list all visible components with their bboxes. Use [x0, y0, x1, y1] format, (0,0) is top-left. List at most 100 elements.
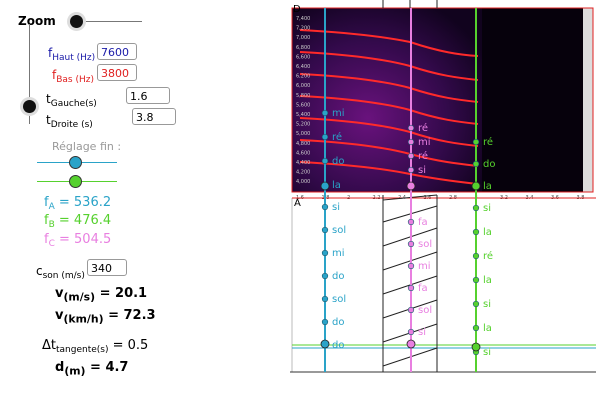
pink-bottom-note-marker: [407, 262, 415, 270]
f-bas-label: fBas (Hz): [52, 68, 94, 85]
fine-slider-1-knob[interactable]: [69, 156, 82, 169]
t-droite-label: tDroite (s): [46, 113, 93, 130]
fa-value: fA = 536.2: [44, 195, 112, 212]
t-gauche-label: tGauche(s): [46, 92, 97, 109]
v-ms-value: v(m/s) = 20.1: [55, 286, 148, 304]
t-gauche-input[interactable]: 1.6: [126, 87, 170, 104]
v-kmh-value: v(km/h) = 72.3: [55, 308, 156, 326]
green-top-note-label: do: [483, 159, 495, 170]
vertical-slider-knob[interactable]: [23, 100, 36, 113]
fb-value: fB = 476.4: [44, 213, 112, 230]
green-bottom-note-marker: [472, 276, 480, 284]
note-markers: [320, 109, 481, 356]
pink-top-note-label: ré: [418, 150, 428, 162]
blue-bottom-note-label: sol: [332, 225, 346, 236]
blue-bottom-note-label: si: [332, 202, 340, 213]
pink-top-note-label: ré: [418, 122, 428, 134]
green-top-note-label: ré: [483, 136, 493, 148]
y-tick-label: 6,000: [296, 83, 310, 89]
green-bottom-note-label: si: [483, 347, 491, 358]
pink-bottom-note-marker: [407, 218, 415, 226]
green-top-note-marker: [472, 160, 480, 168]
blue-bottom-note-marker: [321, 295, 329, 303]
spectrogram-noise: [292, 8, 482, 192]
endpoint-marker[interactable]: [471, 342, 481, 352]
fine-slider-2-knob[interactable]: [69, 175, 82, 188]
endpoint-marker[interactable]: [320, 181, 330, 191]
f-haut-input[interactable]: 7600: [97, 43, 137, 60]
y-tick-label: 7,400: [296, 16, 310, 22]
blue-bottom-note-marker: [321, 203, 329, 211]
y-tick-label: 7,200: [296, 26, 310, 32]
pink-bottom-note-marker: [407, 284, 415, 292]
y-tick-label: 6,200: [296, 74, 310, 80]
green-bottom-note-marker: [472, 204, 480, 212]
blue-bottom-note-label: do: [332, 340, 344, 351]
pink-bottom-note-label: mi: [418, 261, 431, 272]
spectral-lines: [299, 29, 479, 185]
zoom-slider-track[interactable]: [70, 21, 142, 22]
blue-bottom-note-label: do: [332, 317, 344, 328]
f-bas-input[interactable]: 3800: [97, 64, 137, 81]
spectrogram-quiet-region: [482, 8, 584, 192]
pink-bottom-note-marker: [407, 328, 415, 336]
green-bottom-note-marker: [472, 228, 480, 236]
blue-top-note-marker: [321, 109, 329, 117]
y-tick-label: 4,200: [296, 170, 310, 176]
y-tick-label: 6,400: [296, 64, 310, 70]
blue-top-note-label: do: [332, 156, 344, 167]
blue-bottom-note-label: sol: [332, 294, 346, 305]
y-tick-label: 5,200: [296, 122, 310, 128]
c-son-label: cson (m/s): [36, 264, 85, 281]
vertical-slider-track[interactable]: [29, 24, 30, 124]
pink-top-note-label: mi: [418, 137, 431, 148]
pink-bottom-note-label: sol: [418, 305, 432, 316]
fine-tuning-label: Réglage fin :: [52, 140, 122, 153]
c-son-input[interactable]: 340: [87, 259, 127, 276]
pink-top-note-label: si: [418, 165, 426, 176]
y-tick-label: 6,600: [296, 54, 310, 60]
t-droite-input[interactable]: 3.8: [132, 108, 176, 125]
pink-bottom-note-marker: [407, 240, 415, 248]
blue-top-note-label: la: [332, 180, 341, 191]
f-haut-label: fHaut (Hz): [48, 46, 96, 63]
blue-top-note-marker: [321, 157, 329, 165]
green-bottom-note-label: la: [483, 323, 492, 334]
y-tick-label: 4,400: [296, 160, 310, 166]
endpoint-marker[interactable]: [471, 181, 481, 191]
endpoint-marker[interactable]: [320, 339, 330, 349]
green-bottom-note-marker: [472, 324, 480, 332]
endpoint-marker[interactable]: [406, 181, 416, 191]
green-bottom-note-marker: [472, 252, 480, 260]
y-tick-label: 4,600: [296, 150, 310, 156]
harmonic-4: [299, 95, 479, 125]
blue-top-note-marker: [321, 133, 329, 141]
d-value: d(m) = 4.7: [55, 360, 129, 378]
zoom-label: Zoom: [18, 14, 56, 28]
green-bottom-note-label: ré: [483, 250, 493, 262]
blue-bottom-note-marker: [321, 272, 329, 280]
point-a-label: A: [294, 198, 301, 209]
green-top-note-label: la: [483, 181, 492, 192]
pink-top-note-marker: [407, 124, 415, 132]
pink-top-note-marker: [407, 152, 415, 160]
pink-bottom-note-label: si: [418, 327, 426, 338]
zoom-slider-knob[interactable]: [70, 15, 83, 28]
blue-top-note-label: mi: [332, 108, 345, 119]
y-tick-label: 5,000: [296, 131, 310, 137]
y-tick-label: 5,800: [296, 93, 310, 99]
spectrogram-frame: [291, 7, 594, 193]
y-axis-ticks: 7,400 7,200 7,000 6,800 6,600 6,400 6,200 6,000…: [296, 16, 310, 185]
harmonic-2: [299, 51, 479, 81]
fc-value: fC = 504.5: [44, 232, 112, 249]
endpoint-marker[interactable]: [406, 339, 416, 349]
pink-bottom-note-label: fa: [418, 217, 428, 228]
pink-top-note-marker: [407, 138, 415, 146]
blue-bottom-note-label: mi: [332, 248, 345, 259]
harmonic-5: [299, 117, 479, 147]
harmonic-3: [299, 73, 479, 103]
pink-bottom-note-label: fa: [418, 283, 428, 294]
y-tick-label: 5,600: [296, 102, 310, 108]
y-tick-label: 5,400: [296, 112, 310, 118]
